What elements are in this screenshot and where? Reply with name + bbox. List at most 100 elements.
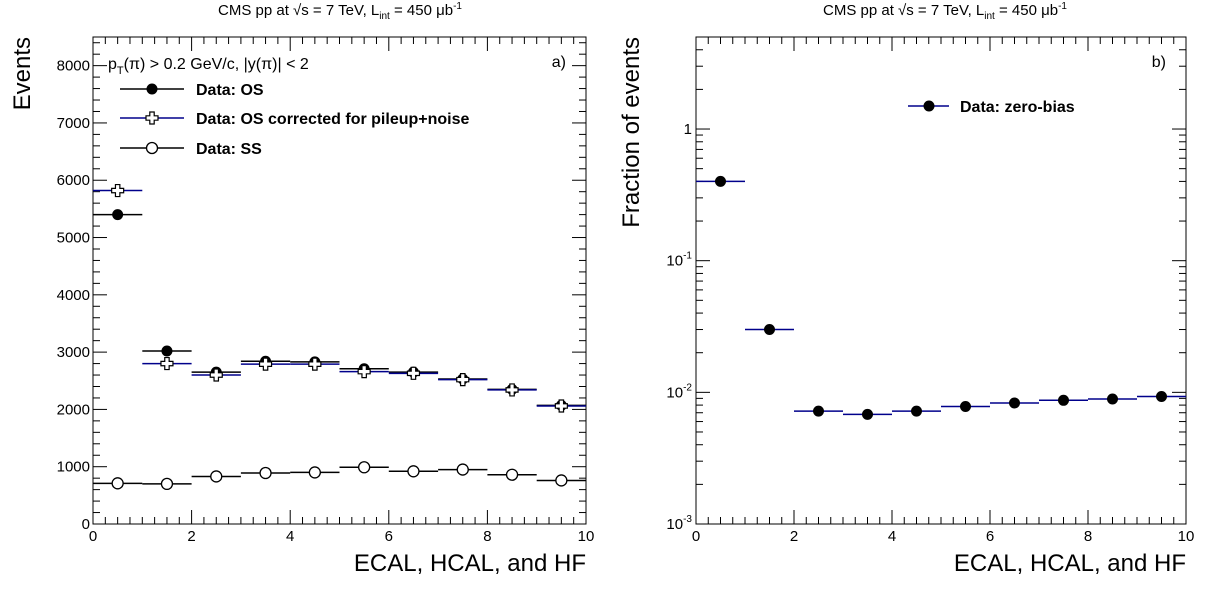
legend-marker [146, 83, 158, 95]
x-tick-label: 8 [1084, 528, 1092, 545]
data-point [1156, 390, 1167, 402]
panel-a: 0 2 4 6 8 10 0 1000 2000 3000 4000 5000 6000 7000 8000… [9, 36, 595, 577]
x-tick-label: 10 [578, 528, 595, 545]
y-tick-label: 10-3 [666, 514, 692, 533]
legend-marker [145, 141, 159, 155]
data-point [357, 461, 371, 474]
panel-label: b) [1152, 54, 1166, 71]
y-tick-label: 1000 [57, 459, 90, 476]
data-point [258, 357, 273, 371]
y-tick-exp: -1 [683, 251, 692, 262]
data-point [715, 175, 726, 187]
x-tick-label: 4 [888, 528, 896, 545]
y-tick-base: 10 [666, 253, 683, 270]
series-2 [93, 183, 586, 413]
x-tick-label: 6 [385, 528, 393, 545]
x-tick-label: 0 [89, 528, 97, 545]
cut-label: pT(π) > 0.2 GeV/c, |y(π)| < 2 [108, 56, 309, 77]
data-point [555, 474, 568, 487]
legend-label: Data: SS [196, 141, 262, 158]
panel-label: a) [552, 54, 566, 71]
data-point [357, 364, 371, 379]
y-tick-label: 3000 [57, 344, 90, 361]
data-point [1009, 397, 1020, 409]
x-tick-label: 8 [483, 528, 491, 545]
y-tick-label: 5000 [57, 230, 90, 247]
x-tick-label: 10 [1178, 528, 1195, 545]
chart-title-sub: int [984, 11, 995, 22]
data-point [111, 477, 124, 490]
data-point [210, 470, 223, 483]
data-point [112, 209, 124, 221]
data-point [160, 477, 174, 491]
legend-label: Data: zero-bias [960, 99, 1075, 116]
chart-title-mid: = 450 μb [995, 2, 1058, 19]
data-point [505, 383, 519, 397]
y-tick-label: 10-1 [666, 251, 692, 270]
y-tick-label: 1 [684, 121, 692, 138]
y-axis-title: Fraction of events [618, 37, 645, 228]
chart-title-prefix: CMS pp at [823, 2, 898, 19]
data-point [209, 368, 223, 382]
data-point [161, 345, 173, 357]
series-1 [696, 175, 1186, 420]
y-tick-base: 10 [666, 384, 683, 401]
data-point [554, 399, 568, 413]
chart-title-prefix: CMS pp at [218, 2, 293, 19]
chart-title-energy: √s = 7 TeV, L [293, 2, 379, 19]
chart-title: CMS pp at √s = 7 TeV, Lint = 450 μb-1 [218, 1, 462, 22]
y-tick-exp: -3 [683, 514, 692, 525]
data-point [259, 466, 272, 480]
data-point [505, 468, 519, 481]
legend-marker [145, 111, 159, 125]
x-tick-label: 2 [187, 528, 195, 545]
chart-title-mid: = 450 μb [390, 2, 453, 19]
data-point [960, 401, 971, 413]
data-point [1058, 394, 1069, 406]
series-1 [93, 209, 586, 411]
data-point [911, 405, 922, 417]
data-point [456, 463, 469, 476]
legend-marker [923, 100, 935, 112]
y-tick-label: 0 [82, 516, 90, 533]
data-point [1107, 393, 1118, 405]
data-point [308, 357, 322, 371]
cut-label-sub: T [117, 65, 124, 77]
data-point [764, 324, 775, 336]
legend: Data: OS Data: OS corrected for pileup+no… [120, 82, 470, 158]
plot-frame [695, 36, 1187, 525]
x-axis-title: ECAL, HCAL, and HF [954, 550, 1186, 577]
x-tick-label: 6 [986, 528, 994, 545]
data-point [813, 405, 824, 417]
series-3 [93, 461, 586, 491]
data-point [456, 373, 470, 387]
data-point [406, 366, 421, 380]
x-tick-label: 0 [692, 528, 700, 545]
data-point [862, 408, 873, 420]
y-axis-title: Events [9, 37, 36, 110]
chart-title: CMS pp at √s = 7 TeV, Lint = 450 μb-1 [823, 1, 1067, 22]
y-tick-label: 4000 [57, 287, 90, 304]
legend-label: Data: OS corrected for pileup+noise [196, 111, 470, 128]
data-point [160, 356, 174, 371]
y-tick-label: 7000 [57, 115, 90, 132]
chart-title-energy: √s = 7 TeV, L [898, 2, 984, 19]
y-tick-base: 10 [666, 516, 683, 533]
y-tick-label: 6000 [57, 172, 90, 189]
chart-title-sub: int [379, 11, 390, 22]
data-point [407, 465, 420, 478]
y-tick-base: 1 [684, 121, 692, 138]
chart-title-sup: -1 [453, 1, 462, 12]
y-tick-label: 10-2 [666, 382, 692, 401]
data-point [111, 183, 125, 198]
data-point [308, 466, 322, 479]
y-tick-label: 8000 [57, 58, 90, 75]
chart-title-sup: -1 [1058, 1, 1067, 12]
cut-label-p: p [108, 56, 117, 73]
x-tick-label: 4 [286, 528, 294, 545]
y-tick-exp: -2 [683, 382, 692, 393]
x-axis-title: ECAL, HCAL, and HF [354, 550, 586, 577]
legend-label: Data: OS [196, 82, 264, 99]
